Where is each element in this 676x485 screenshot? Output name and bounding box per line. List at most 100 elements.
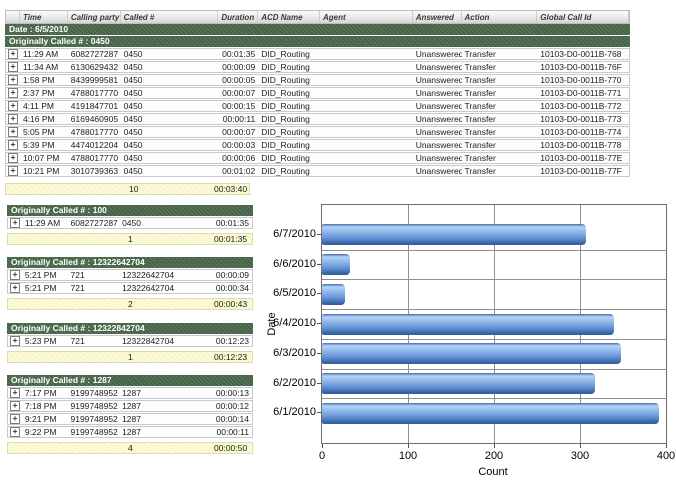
- cell-acd: DID_Routing: [261, 49, 310, 59]
- cell-action: Transfer: [464, 166, 496, 176]
- cell-answered: Unanswered: [415, 88, 462, 98]
- table-row: +11:29 AM 6082727287 0450 00:01:35: [7, 217, 253, 229]
- expand-cell: +: [8, 388, 22, 398]
- column-header-acd-name: ACD Name: [258, 11, 320, 23]
- group-summary-row: 1 00:01:35: [7, 233, 253, 245]
- cell-called: 1287: [122, 414, 141, 424]
- expand-icon[interactable]: +: [10, 414, 20, 424]
- cell-called: 0450: [123, 88, 143, 98]
- group-summary-row: 1 00:12:23: [7, 351, 253, 363]
- table-row: +10:07 PM 4788017770 0450 00:00:06 DID_Routi…: [5, 152, 630, 164]
- summary-count: 1: [128, 352, 133, 362]
- column-header-action: Action: [462, 11, 538, 23]
- x-tick-label: 100: [398, 450, 418, 462]
- category-label: 6/6/2010: [273, 258, 316, 270]
- group-header-band: Originally Called # : 100: [7, 205, 253, 216]
- expand-icon[interactable]: +: [10, 388, 20, 398]
- table-row: +10:21 PM 3010739363 0450 00:01:02 DID_Routi…: [5, 165, 630, 177]
- cell-id: 10103-D0-0011B-77E: [540, 153, 623, 163]
- call-detail-table: Time Calling party # Called # Duration ACD N…: [5, 10, 630, 195]
- expand-icon[interactable]: +: [8, 140, 18, 150]
- x-tick-label: 400: [656, 450, 676, 462]
- expand-icon[interactable]: +: [8, 75, 18, 85]
- expand-icon[interactable]: +: [10, 401, 20, 411]
- bar-6-6-2010: [322, 254, 350, 275]
- column-header-answered: Answered: [413, 11, 462, 23]
- cell-calling: 6082727287: [70, 49, 119, 59]
- cell-called: 0450: [123, 127, 143, 137]
- cell-id: 10103-D0-0011B-77F: [540, 166, 622, 176]
- cell-answered: Unanswered: [415, 114, 462, 124]
- cell-duration: 00:00:09: [222, 62, 256, 72]
- x-axis-tick: [322, 444, 323, 448]
- cell-called: 1287: [122, 427, 141, 437]
- x-tick-label: 0: [318, 450, 326, 462]
- gridline-horizontal: [322, 250, 666, 251]
- column-header-duration: Duration: [218, 11, 259, 23]
- cell-called: 0450: [123, 101, 143, 111]
- cell-calling: 4474012204: [70, 140, 119, 150]
- cell-action: Transfer: [464, 101, 496, 111]
- x-tick-label: 300: [570, 450, 590, 462]
- cell-calling: 4788017770: [70, 127, 119, 137]
- originally-called-group: Originally Called # : 12322642704 +5:21 P…: [7, 257, 253, 310]
- cell-answered: Unanswered: [415, 62, 462, 72]
- category-label: 6/3/2010: [273, 347, 316, 359]
- expand-icon[interactable]: +: [10, 270, 20, 280]
- table-row: +7:17 PM 9199748952 1287 00:00:13: [7, 387, 253, 399]
- x-axis-title: Count: [478, 466, 508, 478]
- gridline-horizontal: [322, 279, 666, 280]
- summary-duration-total: 00:00:43: [214, 299, 248, 309]
- cell-duration: 00:00:11: [222, 114, 256, 124]
- table-row: +5:21 PM 721 12322642704 00:00:09: [7, 269, 253, 281]
- expand-icon[interactable]: +: [8, 127, 18, 137]
- category-tick: [317, 383, 321, 384]
- category-label: 6/7/2010: [273, 228, 316, 240]
- expand-cell: +: [8, 414, 22, 424]
- cell-duration: 00:00:06: [222, 153, 256, 163]
- cell-calling: 721: [70, 283, 85, 293]
- group-header-band: Originally Called # : 1287: [7, 375, 253, 386]
- expand-icon[interactable]: +: [10, 283, 20, 293]
- expand-icon[interactable]: +: [8, 62, 18, 72]
- x-tick-label: 200: [484, 450, 504, 462]
- cell-time: 1:58 PM: [22, 75, 55, 85]
- y-axis-title: Date: [266, 312, 278, 336]
- cell-duration: 00:01:02: [222, 166, 256, 176]
- cell-acd: DID_Routing: [261, 166, 310, 176]
- cell-time: 5:05 PM: [22, 127, 55, 137]
- cell-action: Transfer: [464, 114, 496, 124]
- cell-duration: 00:00:07: [222, 88, 256, 98]
- expand-icon[interactable]: +: [8, 88, 18, 98]
- expand-icon[interactable]: +: [8, 101, 18, 111]
- expand-cell: +: [8, 283, 22, 293]
- bar-6-4-2010: [322, 314, 614, 335]
- cell-calling: 4788017770: [70, 153, 119, 163]
- expand-cell: +: [6, 127, 20, 137]
- expand-icon[interactable]: +: [8, 166, 18, 176]
- column-header-time: Time: [20, 11, 68, 23]
- cell-action: Transfer: [464, 88, 496, 98]
- table-row: +2:37 PM 4788017770 0450 00:00:07 DID_Routin…: [5, 87, 630, 99]
- cell-calling: 4191847701: [70, 101, 119, 111]
- cell-calling: 9199748952: [70, 401, 118, 411]
- table-row: +7:18 PM 9199748952 1287 00:00:12: [7, 400, 253, 412]
- expand-cell: +: [8, 218, 22, 228]
- category-tick: [317, 323, 321, 324]
- group-header-band: Originally Called # : 12322642704: [7, 257, 253, 268]
- category-label: 6/2/2010: [273, 377, 316, 389]
- expand-icon[interactable]: +: [10, 218, 20, 228]
- expand-icon[interactable]: +: [10, 427, 20, 437]
- expand-icon[interactable]: +: [8, 153, 18, 163]
- expand-cell: +: [8, 336, 22, 346]
- expand-icon[interactable]: +: [8, 114, 18, 124]
- x-axis-tick: [666, 444, 667, 448]
- cell-called: 0450: [123, 75, 143, 85]
- expand-icon[interactable]: +: [8, 49, 18, 59]
- expand-cell: +: [6, 75, 20, 85]
- cell-duration: 00:01:35: [222, 49, 256, 59]
- cell-id: 10103-D0-0011B-778: [540, 140, 622, 150]
- expand-icon[interactable]: +: [10, 336, 20, 346]
- expand-cell: +: [6, 153, 20, 163]
- bar-6-5-2010: [322, 284, 345, 305]
